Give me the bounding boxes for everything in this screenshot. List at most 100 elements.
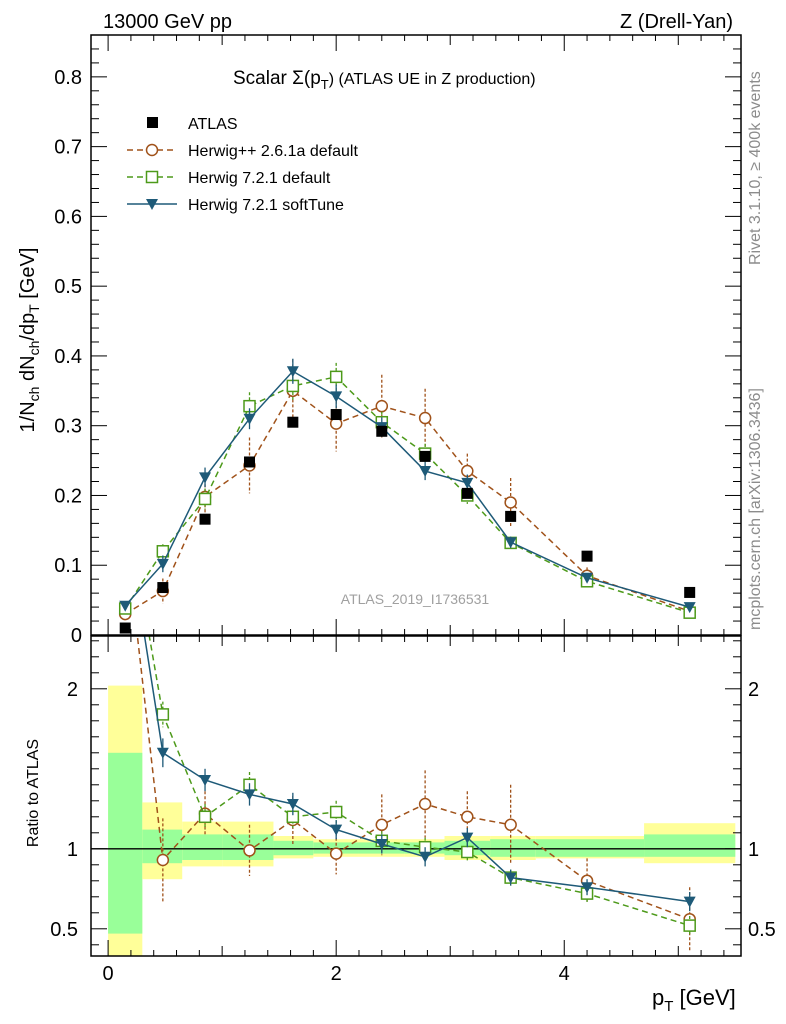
y-tick-label: 0.5	[54, 276, 82, 298]
legend-label-atlas: ATLAS	[188, 116, 238, 133]
x-tick-label: 0	[103, 963, 114, 985]
y-axis-label: 1/Nch dNch/dpT [GeV]	[17, 248, 42, 433]
point-herwig7-softtune	[581, 572, 594, 584]
point-atlas	[684, 586, 696, 598]
ratio-point-herwig7-default	[198, 810, 212, 824]
point-herwig7-softtune	[419, 466, 432, 478]
ratio-y-tick-label-right: 0.5	[748, 919, 776, 941]
point-atlas	[157, 582, 169, 594]
ratio-point-herwig7-softtune	[199, 775, 212, 786]
x-axis-label: pT [GeV]	[652, 985, 736, 1015]
ratio-point-herwig7-default	[461, 845, 474, 859]
point-atlas	[419, 450, 431, 462]
ratio-point-herwigpp	[329, 847, 343, 860]
ratio-point-herwig7-softtune	[156, 747, 169, 759]
legend-label-herwig7-default: Herwig 7.2.1 default	[188, 170, 331, 187]
y-tick-label: 0	[71, 625, 82, 647]
analysis-watermark: ATLAS_2019_I1736531	[341, 591, 490, 607]
ratio-point-herwig7-softtune	[375, 839, 388, 850]
ratio-series	[120, 491, 696, 952]
uncertainty-band-inner	[182, 834, 223, 860]
legend-label-herwig7-softtune: Herwig 7.2.1 softTune	[188, 197, 344, 214]
ratio-point-herwig7-softtune	[683, 896, 696, 908]
y-tick-label: 0.7	[54, 137, 82, 159]
ratio-point-herwigpp	[243, 844, 256, 857]
x-tick-label: 2	[331, 963, 342, 985]
ratio-line-herwig7-default	[148, 636, 690, 927]
axes: 0 2 4 0 0.1 0.2 0.3 0.4 0.5 0.6 0.7 0.8 0.5 0.5 1 1 2 2	[50, 34, 776, 985]
plot-title: Scalar Σ(pT) (ATLAS UE in Z production)	[233, 68, 536, 92]
ratio-point-herwig7-default	[120, 491, 131, 502]
ratio-point-herwigpp	[461, 810, 474, 824]
point-herwig7-default	[329, 370, 343, 384]
ratio-point-herwig7-softtune	[419, 851, 432, 863]
ratio-frame	[90, 635, 742, 957]
point-herwig7-softtune	[461, 477, 474, 489]
legend-marker-herwig7-softtune	[146, 199, 158, 210]
point-atlas	[199, 513, 211, 525]
mcplots-source-label: mcplots.cern.ch [arXiv:1306.3436]	[747, 388, 764, 630]
ratio-point-herwigpp	[504, 818, 517, 832]
point-atlas	[287, 416, 299, 428]
uncertainty-band-inner	[490, 839, 536, 857]
point-herwig7-softtune	[119, 600, 132, 612]
y-tick-label: 0.4	[54, 346, 82, 368]
y-tick-label: 0.1	[54, 555, 82, 577]
point-herwigpp	[375, 399, 389, 413]
point-herwig7-softtune	[286, 366, 299, 378]
ratio-line-herwigpp	[136, 636, 690, 920]
ratio-y-tick-label-right: 2	[748, 679, 759, 701]
legend-label-herwigpp: Herwig++ 2.6.1a default	[188, 143, 358, 160]
y-tick-label: 0.2	[54, 485, 82, 507]
collision-label: 13000 GeV pp	[103, 11, 232, 33]
point-herwigpp	[504, 496, 517, 509]
ratio-uncertainty-bands	[91, 685, 741, 956]
ratio-y-tick-label: 0.5	[50, 919, 78, 941]
point-atlas	[461, 487, 473, 499]
ratio-point-herwig7-default	[156, 708, 170, 721]
legend-marker-atlas	[147, 117, 158, 128]
ratio-point-herwigpp	[156, 853, 170, 867]
data-marks	[118, 358, 696, 952]
point-herwig7-softtune	[243, 413, 256, 425]
point-atlas	[119, 622, 131, 634]
ratio-line-herwig7-softtune	[143, 636, 690, 903]
upper-frame	[90, 34, 742, 636]
point-herwig7-default	[198, 492, 212, 506]
ratio-point-herwig7-softtune	[504, 872, 517, 884]
point-atlas	[505, 510, 517, 522]
ratio-point-herwig7-default	[329, 805, 343, 819]
uncertainty-band-inner	[644, 834, 736, 857]
ratio-point-herwig7-softtune	[581, 882, 594, 894]
ratio-y-tick-label: 2	[67, 679, 78, 701]
point-herwig7-softtune	[199, 472, 212, 484]
uncertainty-band-inner	[535, 839, 645, 857]
ratio-point-herwig7-softtune	[461, 832, 474, 844]
ratio-point-herwig7-softtune	[330, 824, 343, 836]
point-herwig7-softtune	[330, 391, 343, 403]
upper-series	[118, 358, 696, 634]
ratio-point-herwigpp	[375, 818, 389, 832]
x-tick-label: 4	[559, 963, 570, 985]
ratio-point-herwigpp	[418, 797, 432, 811]
point-herwig7-softtune	[156, 558, 169, 570]
ratio-point-herwig7-softtune	[286, 799, 299, 810]
rivet-version-label: Rivet 3.1.10, ≥ 400k events	[747, 71, 764, 265]
legend-marker-herwigpp	[145, 143, 159, 157]
series-line-herwig7-softtune	[124, 370, 690, 608]
point-atlas	[581, 550, 593, 562]
legend: ATLAS Herwig++ 2.6.1a default Herwig 7.2…	[127, 116, 358, 214]
point-atlas	[376, 425, 388, 437]
ratio-point-herwigpp	[120, 523, 131, 534]
point-atlas	[330, 409, 342, 421]
y-tick-label: 0.3	[54, 416, 82, 438]
uncertainty-band-inner	[273, 840, 314, 856]
y-tick-label: 0.6	[54, 206, 82, 228]
legend-marker-herwig7-default	[145, 170, 159, 184]
point-herwig7-softtune	[683, 602, 696, 614]
series-line-herwigpp	[124, 389, 690, 615]
ratio-y-tick-label-right: 1	[748, 839, 759, 861]
ratio-point-herwig7-default	[683, 919, 696, 932]
ratio-y-tick-label: 1	[67, 839, 78, 861]
